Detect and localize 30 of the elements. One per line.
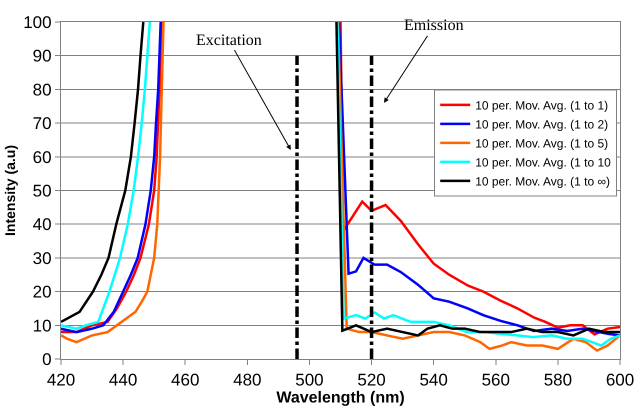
y-tick-label: 50 — [32, 181, 52, 200]
x-tick-label: 480 — [233, 370, 262, 390]
x-tick-label: 560 — [482, 370, 510, 390]
y-tick-label: 20 — [32, 282, 52, 302]
x-tick-label: 460 — [171, 370, 200, 390]
legend-label: 10 per. Mov. Avg. (1 to 2) — [475, 118, 608, 132]
x-axis-title: Wavelength (nm) — [276, 389, 405, 406]
y-tick-label: 100 — [23, 12, 52, 32]
y-tick-label: 0 — [42, 350, 52, 369]
x-tick-label: 440 — [108, 370, 138, 390]
legend-label: 10 per. Mov. Avg. (1 to ∞) — [475, 174, 610, 189]
y-tick-label: 40 — [32, 215, 52, 234]
y-axis-title: Intensity (a.u) — [2, 144, 18, 236]
legend-label: 10 per. Mov. Avg. (1 to 5) — [475, 136, 608, 151]
y-tick-label: 60 — [32, 148, 52, 167]
x-tick-label: 520 — [357, 370, 386, 390]
legend-label: 10 per. Mov. Avg. (1 to 10 — [475, 156, 612, 170]
legend-label: 10 per. Mov. Avg. (1 to 1) — [475, 98, 608, 113]
x-tick-label: 600 — [606, 370, 634, 390]
y-tick-label: 80 — [32, 80, 52, 100]
ref-line-label: Emission — [404, 17, 464, 34]
y-tick-label: 30 — [32, 248, 52, 268]
y-tick-label: 90 — [32, 46, 52, 66]
y-tick-label: 10 — [32, 316, 52, 336]
x-tick-label: 500 — [295, 370, 324, 390]
ref-line-label: Excitation — [196, 32, 262, 49]
x-tick-label: 540 — [419, 370, 448, 390]
y-tick-label: 70 — [32, 114, 52, 134]
x-tick-label: 580 — [544, 370, 572, 390]
x-tick-label: 420 — [46, 370, 76, 390]
